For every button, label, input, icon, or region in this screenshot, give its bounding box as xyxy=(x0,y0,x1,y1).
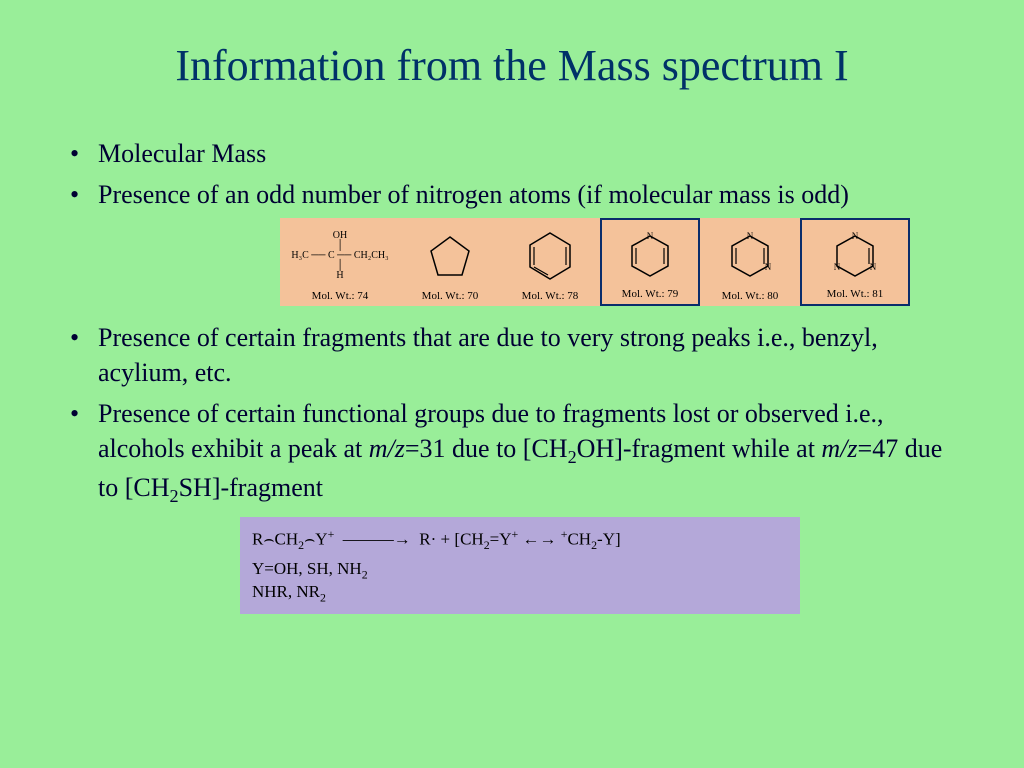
bullet-list: Molecular Mass Presence of an odd number… xyxy=(60,136,964,212)
molecule-row: OH │ H₃C ── C ── CH₂CH₃ │ H Mol. Wt.: 74… xyxy=(280,218,964,306)
svg-text:N: N xyxy=(852,231,859,241)
pyrimidine-icon: N N xyxy=(722,228,778,284)
bullet-1: Molecular Mass xyxy=(60,136,964,171)
molecule-panel-1: Mol. Wt.: 70 xyxy=(400,218,500,306)
molecule-panel-0: OH │ H₃C ── C ── CH₂CH₃ │ H Mol. Wt.: 74 xyxy=(280,218,400,306)
svg-text:N: N xyxy=(870,262,877,272)
svg-text:N: N xyxy=(765,262,772,272)
svg-text:N: N xyxy=(747,231,754,241)
mol-label-0: Mol. Wt.: 74 xyxy=(312,290,369,302)
fragmentation-box: R⌢CH2⌢Y+ ———→ R· + [CH2=Y+ ←→ +CH2-Y] Y=… xyxy=(240,517,800,614)
mol-label-4: Mol. Wt.: 80 xyxy=(722,290,779,302)
mol-label-2: Mol. Wt.: 78 xyxy=(522,290,579,302)
mol-label-1: Mol. Wt.: 70 xyxy=(422,290,479,302)
slide-title: Information from the Mass spectrum I xyxy=(60,40,964,91)
pyridine-icon: N xyxy=(622,228,678,284)
mol-label-5: Mol. Wt.: 81 xyxy=(827,288,884,300)
svg-text:N: N xyxy=(647,231,654,241)
y-definition-2: NHR, NR2 xyxy=(252,582,788,605)
molecule-panel-3: N Mol. Wt.: 79 xyxy=(600,218,700,306)
bullet-4: Presence of certain functional groups du… xyxy=(60,396,964,509)
benzene-icon xyxy=(522,228,578,284)
molecule-panel-5: N N N Mol. Wt.: 81 xyxy=(800,218,910,306)
bullet-2: Presence of an odd number of nitrogen at… xyxy=(60,177,964,212)
fragmentation-equation: R⌢CH2⌢Y+ ———→ R· + [CH2=Y+ ←→ +CH2-Y] xyxy=(252,527,788,553)
triazine-icon: N N N xyxy=(827,228,883,284)
bullet-list-2: Presence of certain fragments that are d… xyxy=(60,320,964,509)
y-definition-1: Y=OH, SH, NH2 xyxy=(252,559,788,582)
molecule-panel-2: Mol. Wt.: 78 xyxy=(500,218,600,306)
butanol-structure: OH │ H₃C ── C ── CH₂CH₃ │ H xyxy=(291,231,388,281)
mol-label-3: Mol. Wt.: 79 xyxy=(622,288,679,300)
cyclopentadiene-icon xyxy=(425,231,475,281)
svg-text:N: N xyxy=(834,262,841,272)
bullet-3: Presence of certain fragments that are d… xyxy=(60,320,964,390)
molecule-panel-4: N N Mol. Wt.: 80 xyxy=(700,218,800,306)
